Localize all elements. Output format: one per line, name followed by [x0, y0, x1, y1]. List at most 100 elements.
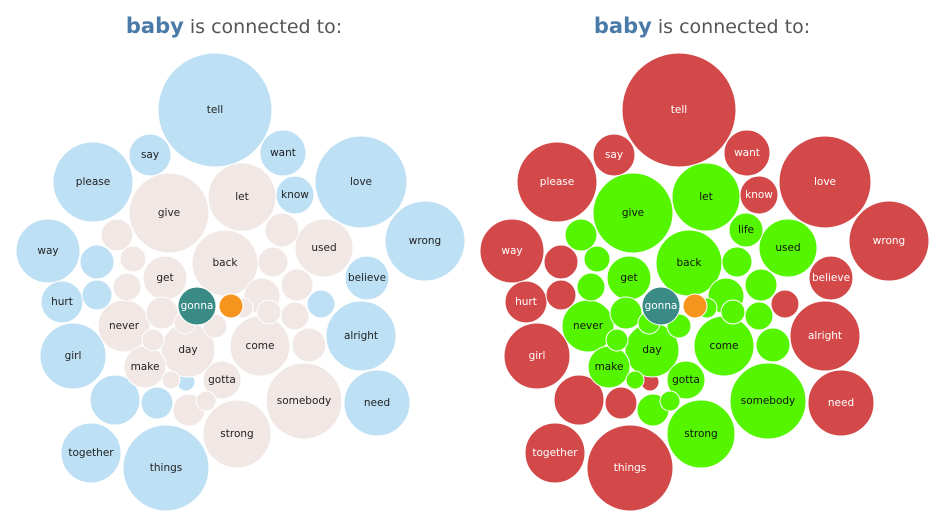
bubble[interactable] [264, 212, 300, 248]
bubble-know-circle[interactable] [275, 175, 315, 215]
bubble-together[interactable]: together [524, 422, 586, 484]
bubble-never[interactable]: never [97, 299, 151, 353]
bubble-give-circle[interactable] [128, 172, 210, 254]
bubble-circle[interactable] [89, 374, 141, 426]
bubble-focus-partner-circle[interactable] [218, 293, 244, 319]
bubble-life-circle[interactable] [728, 212, 764, 248]
bubble-strong-circle[interactable] [666, 399, 736, 469]
bubble-come-circle[interactable] [693, 315, 755, 377]
bubble-somebody[interactable]: somebody [729, 362, 807, 440]
bubble-say-circle[interactable] [592, 133, 636, 177]
bubble[interactable] [81, 279, 113, 311]
bubble[interactable] [720, 299, 746, 325]
bubble-focus-partner[interactable] [218, 293, 244, 319]
bubble-circle[interactable] [543, 244, 579, 280]
bubble-want-circle[interactable] [259, 129, 307, 177]
bubble-circle[interactable] [604, 386, 638, 420]
bubble-make[interactable]: make [587, 345, 631, 389]
bubble-used-circle[interactable] [294, 218, 354, 278]
bubble[interactable] [257, 246, 289, 278]
bubble-love-circle[interactable] [314, 135, 408, 229]
bubble-hurt[interactable]: hurt [504, 280, 548, 324]
bubble-life[interactable]: life [728, 212, 764, 248]
bubble-circle[interactable] [744, 301, 774, 331]
bubble-circle[interactable] [755, 327, 791, 363]
bubble-strong[interactable]: strong [202, 399, 272, 469]
bubble-circle[interactable] [195, 390, 217, 412]
bubble-circle[interactable] [79, 244, 115, 280]
bubble[interactable] [112, 272, 142, 302]
bubble-circle[interactable] [119, 245, 147, 273]
bubble-together-circle[interactable] [60, 422, 122, 484]
bubble-love-circle[interactable] [778, 135, 872, 229]
bubble-please-circle[interactable] [52, 141, 134, 223]
bubble[interactable] [553, 374, 605, 426]
bubble-gonna[interactable]: gonna [177, 286, 217, 326]
bubble-circle[interactable] [112, 272, 142, 302]
bubble-focus-partner[interactable] [682, 293, 708, 319]
bubble-strong-circle[interactable] [202, 399, 272, 469]
bubble[interactable] [119, 245, 147, 273]
bubble-circle[interactable] [145, 296, 179, 330]
bubble[interactable] [100, 218, 134, 252]
bubble-used[interactable]: used [758, 218, 818, 278]
bubble-need[interactable]: need [343, 369, 411, 437]
bubble[interactable] [545, 279, 577, 311]
bubble-love[interactable]: love [314, 135, 408, 229]
bubble[interactable] [659, 390, 681, 412]
bubble[interactable] [145, 296, 179, 330]
bubble[interactable] [280, 268, 314, 302]
bubble-never-circle[interactable] [97, 299, 151, 353]
bubble-used[interactable]: used [294, 218, 354, 278]
bubble-please[interactable]: please [516, 141, 598, 223]
bubble-circle[interactable] [564, 218, 598, 252]
bubble-gotta-circle[interactable] [666, 360, 706, 400]
bubble-get[interactable]: get [606, 255, 652, 301]
bubble-say[interactable]: say [592, 133, 636, 177]
bubble-alright[interactable]: alright [325, 300, 397, 372]
bubble-gonna-circle[interactable] [177, 286, 217, 326]
bubble-need[interactable]: need [807, 369, 875, 437]
bubble-let[interactable]: let [207, 162, 277, 232]
bubble[interactable] [721, 246, 753, 278]
bubble[interactable] [280, 301, 310, 331]
bubble-hurt-circle[interactable] [504, 280, 548, 324]
bubble-together[interactable]: together [60, 422, 122, 484]
bubble-somebody-circle[interactable] [729, 362, 807, 440]
bubble-circle[interactable] [141, 328, 165, 352]
bubble-circle[interactable] [256, 299, 282, 325]
bubble[interactable] [256, 299, 282, 325]
bubble-let-circle[interactable] [207, 162, 277, 232]
bubble-tell[interactable]: tell [621, 52, 737, 168]
bubble-way[interactable]: way [15, 218, 81, 284]
bubble-make-circle[interactable] [123, 345, 167, 389]
bubble-circle[interactable] [720, 299, 746, 325]
bubble[interactable] [625, 370, 645, 390]
bubble-things-circle[interactable] [586, 424, 674, 512]
bubble-believe-circle[interactable] [344, 255, 390, 301]
bubble[interactable] [291, 327, 327, 363]
bubble-tell-circle[interactable] [157, 52, 273, 168]
bubble-gonna[interactable]: gonna [641, 286, 681, 326]
bubble[interactable] [161, 370, 181, 390]
bubble-say[interactable]: say [128, 133, 172, 177]
bubble[interactable] [755, 327, 791, 363]
bubble-strong[interactable]: strong [666, 399, 736, 469]
bubble-tell-circle[interactable] [621, 52, 737, 168]
bubble-know-circle[interactable] [739, 175, 779, 215]
bubble[interactable] [543, 244, 579, 280]
bubble[interactable] [79, 244, 115, 280]
bubble[interactable] [141, 328, 165, 352]
bubble-girl-circle[interactable] [39, 322, 107, 390]
bubble[interactable] [576, 272, 606, 302]
bubble-give[interactable]: give [592, 172, 674, 254]
bubble-things-circle[interactable] [122, 424, 210, 512]
bubble[interactable] [564, 218, 598, 252]
bubble-alright-circle[interactable] [789, 300, 861, 372]
bubble-get-circle[interactable] [142, 255, 188, 301]
bubble[interactable] [770, 289, 800, 319]
bubble-circle[interactable] [553, 374, 605, 426]
bubble-believe[interactable]: believe [808, 255, 854, 301]
bubble-circle[interactable] [721, 246, 753, 278]
bubble-let-circle[interactable] [671, 162, 741, 232]
